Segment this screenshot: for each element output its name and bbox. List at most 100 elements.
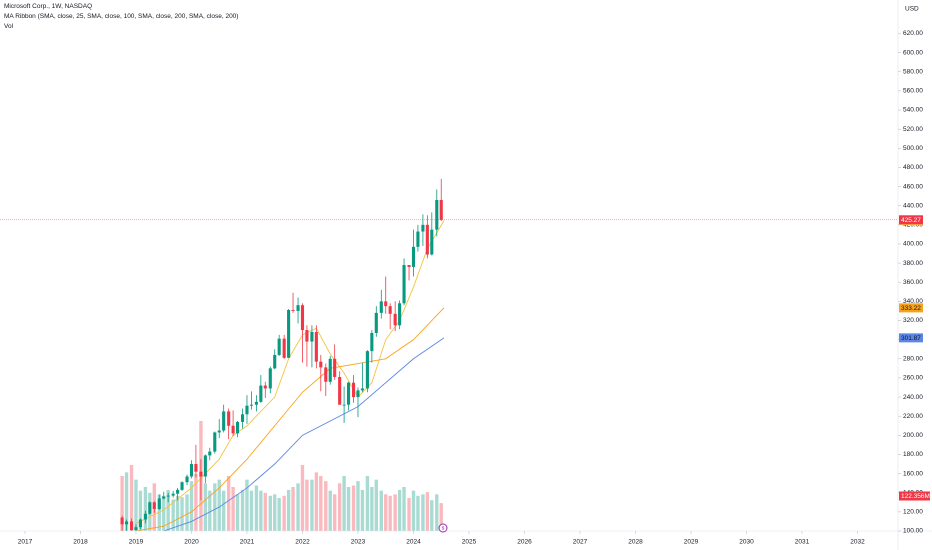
candle-body [268,368,272,389]
candle-body [360,388,364,391]
candle-body [245,405,249,415]
volume-bar [397,489,402,531]
candle-body [365,351,369,389]
candle-body [231,425,235,434]
candle-body [421,224,425,232]
y-tick-label: 480.00 [903,164,923,171]
candle-body [263,385,267,389]
volume-bar [296,483,300,531]
volume-bar [143,487,148,531]
candle-body [287,309,291,358]
y-tick-label: 100.00 [903,528,923,535]
y-tick-label: 360.00 [903,279,923,286]
volume-bar [356,481,360,531]
volume-bar [185,494,189,531]
x-tick-label: 2020 [184,539,199,546]
candle-body [235,421,240,434]
y-tick-label: 200.00 [903,432,923,439]
volume-bar [213,483,217,531]
candle-body [300,305,305,331]
volume-bar [411,490,416,531]
candle-body [296,305,300,311]
volume-bar [439,503,443,531]
y-tick-label: 580.00 [903,68,923,75]
candle-body [166,495,170,497]
candle-body [189,464,194,477]
y-tick-label: 320.00 [903,317,923,324]
y-tick-label: 260.00 [903,375,923,382]
candle-body [328,358,332,382]
volume-bar [388,495,392,531]
ma-line: SMA 100 [135,307,445,531]
candle-body [129,521,134,531]
y-tick-label: 160.00 [903,470,923,477]
volume-bar [277,498,281,531]
volume-tag-label: 122.356M [901,493,930,500]
candle-body [194,464,198,472]
volume-bar [435,494,439,531]
volume-tag [899,491,930,501]
x-tick-label: 2030 [739,539,754,546]
candle-body [227,411,231,426]
indicator-title[interactable]: MA Ribbon (SMA, close, 25, SMA, close, 1… [4,13,238,20]
volume-bar [273,494,277,531]
volume-bar [162,495,166,531]
candle-body [439,199,443,220]
volume-bar [328,490,332,531]
volume-bar [379,490,383,531]
volume-bar [384,494,388,531]
candle-body [384,301,388,307]
volume-bar [370,487,374,531]
event-icon[interactable] [438,523,448,533]
volume-bar [360,489,365,531]
candle-body [393,313,397,326]
y-tick-label: 180.00 [903,451,923,458]
volume-bar [268,495,272,531]
candle-body [435,199,439,230]
y-tick-label: 540.00 [903,107,923,114]
x-tick-label: 2024 [406,539,421,546]
volume-bar [166,489,170,531]
last-price-tag [899,215,923,225]
candle-body [203,455,207,477]
candle-body [314,331,318,362]
symbol-title[interactable]: Microsoft Corp., 1W, NASDAQ [4,3,92,10]
y-tick-label: 220.00 [903,413,923,420]
event-icon-glyph[interactable]: $ [442,526,445,531]
volume-bar [180,497,184,531]
volume-bar [124,472,129,531]
currency[interactable]: USD [905,6,919,13]
y-tick-label: 560.00 [903,88,923,95]
volume-bar [421,494,425,531]
x-tick-label: 2032 [850,539,865,546]
candle-body [430,229,434,255]
x-tick-label: 2017 [18,539,33,546]
x-tick-label: 2029 [684,539,699,546]
volume-bar [120,476,124,531]
volume-bar [203,483,208,531]
volume-bar [337,483,342,531]
candle-body [134,527,138,531]
ma-price-label: 301.87 [901,335,921,342]
volume-bar [282,495,286,531]
ma-price-tag [899,303,923,313]
candle-body [282,338,286,358]
y-tick-label: 120.00 [903,509,923,516]
volume-bar [254,485,259,531]
volume-bar [416,495,420,531]
volume-bar [425,492,430,531]
y-tick-label: 600.00 [903,49,923,56]
candle-body [273,354,277,369]
volume-bar [430,500,434,531]
candle-body [388,306,392,314]
x-tick-label: 2022 [295,539,310,546]
candle-body [324,367,328,382]
volume-bar [286,489,291,531]
candle-body [254,401,258,405]
volume-bar [365,476,370,531]
candle-body [333,358,337,377]
volume-title[interactable]: Vol [4,23,14,30]
volume-bar [300,465,305,531]
